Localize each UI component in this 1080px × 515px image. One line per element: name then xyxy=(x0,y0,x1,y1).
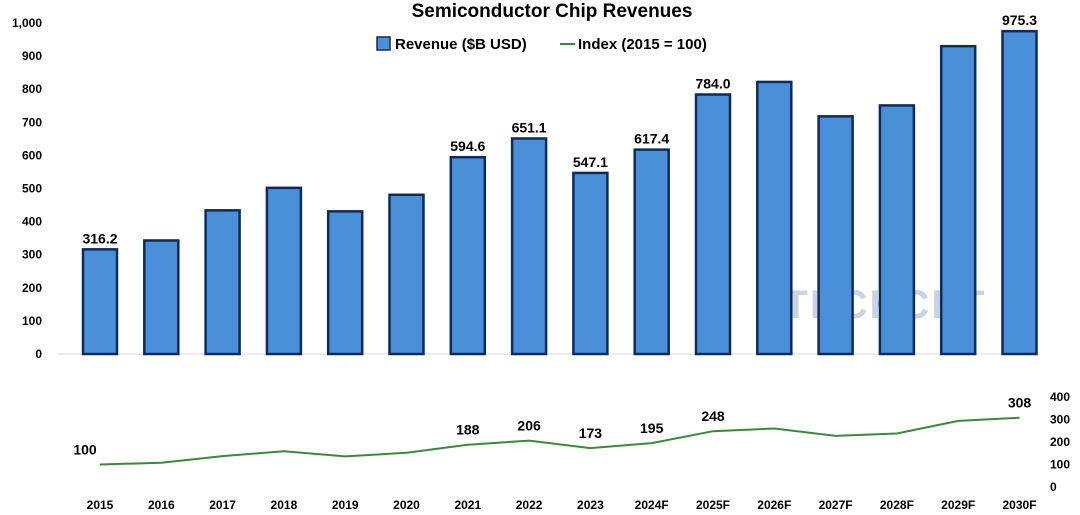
legend-label-index: Index (2015 = 100) xyxy=(578,36,707,53)
left-tick-label: 0 xyxy=(35,347,42,361)
line-data-label: 173 xyxy=(579,425,603,441)
bar-data-label: 316.2 xyxy=(82,230,117,246)
bar xyxy=(633,148,670,356)
left-tick-label: 500 xyxy=(22,182,42,196)
legend: Revenue ($B USD) Index (2015 = 100) xyxy=(376,36,707,53)
line-data-label: 206 xyxy=(517,418,541,434)
bar xyxy=(81,248,119,356)
right-tick-label: 0 xyxy=(1050,480,1057,494)
left-tick-label: 1,000 xyxy=(12,16,42,30)
left-tick-label: 200 xyxy=(22,281,42,295)
line-data-label: 100 xyxy=(73,442,97,458)
line-data-label: 248 xyxy=(701,408,725,424)
chart-title: Semiconductor Chip Revenues xyxy=(412,1,693,22)
line-data-label: 195 xyxy=(640,420,664,436)
x-tick-label: 2020 xyxy=(393,498,420,512)
left-axis-ticks: 0 100 200 300 400 500 600 700 800 900 1,000 xyxy=(12,16,42,361)
bar xyxy=(143,239,180,356)
bar xyxy=(756,80,793,356)
bar xyxy=(939,44,977,356)
bar-data-label: 975.3 xyxy=(1002,12,1037,28)
legend-label-revenue: Revenue ($B USD) xyxy=(395,36,527,53)
x-tick-label: 2026F xyxy=(757,498,791,512)
x-tick-label: 2015 xyxy=(87,498,114,512)
bar-data-label: 651.1 xyxy=(512,119,547,135)
legend-bar-swatch xyxy=(376,36,391,51)
right-axis-ticks: 0 100 200 300 400 xyxy=(1050,390,1070,494)
bar xyxy=(817,115,854,356)
left-tick-label: 100 xyxy=(22,314,42,328)
bar xyxy=(204,209,241,356)
bar xyxy=(1001,29,1038,356)
x-tick-label: 2022 xyxy=(516,498,543,512)
x-tick-label: 2023 xyxy=(577,498,604,512)
bar xyxy=(878,104,916,356)
bar-data-label: 617.4 xyxy=(634,131,669,147)
x-tick-label: 2025F xyxy=(696,498,730,512)
bar-data-label: 784.0 xyxy=(695,75,730,91)
x-tick-label: 2018 xyxy=(271,498,298,512)
x-tick-label: 2028F xyxy=(880,498,914,512)
bar xyxy=(326,210,364,356)
left-tick-label: 300 xyxy=(22,248,42,262)
x-tick-label: 2019 xyxy=(332,498,359,512)
left-tick-label: 900 xyxy=(22,49,42,63)
left-tick-label: 600 xyxy=(22,148,42,162)
bar xyxy=(510,137,548,356)
right-tick-label: 300 xyxy=(1050,413,1070,427)
bar-series xyxy=(81,29,1038,356)
bar-data-label: 547.1 xyxy=(573,154,608,170)
index-line xyxy=(99,416,1020,466)
bar xyxy=(449,155,487,356)
line-series xyxy=(99,416,1020,466)
x-tick-label: 2017 xyxy=(209,498,236,512)
bar xyxy=(265,186,303,356)
line-data-labels: 100 188 206 173 195 248 308 xyxy=(73,395,1031,458)
x-tick-label: 2030F xyxy=(1002,498,1036,512)
line-data-label: 308 xyxy=(1008,395,1032,411)
x-axis-ticks: 2015 2016 2017 2018 2019 2020 2021 2022 2023 2024… xyxy=(87,498,1037,512)
right-tick-label: 100 xyxy=(1050,458,1070,472)
x-tick-label: 2027F xyxy=(819,498,853,512)
x-tick-label: 2021 xyxy=(454,498,481,512)
x-tick-label: 2016 xyxy=(148,498,175,512)
bar-data-label: 594.6 xyxy=(450,138,485,154)
bar xyxy=(572,171,609,356)
left-tick-label: 700 xyxy=(22,115,42,129)
bar xyxy=(694,93,732,356)
x-tick-label: 2024F xyxy=(635,498,669,512)
right-tick-label: 400 xyxy=(1050,390,1070,404)
bar xyxy=(388,193,425,356)
left-tick-label: 800 xyxy=(22,82,42,96)
line-data-label: 188 xyxy=(456,422,480,438)
right-tick-label: 200 xyxy=(1050,435,1070,449)
x-tick-label: 2029F xyxy=(941,498,975,512)
bar-data-labels: 316.2 594.6 651.1 547.1 617.4 784.0 975.3 xyxy=(82,12,1037,246)
left-tick-label: 400 xyxy=(22,215,42,229)
